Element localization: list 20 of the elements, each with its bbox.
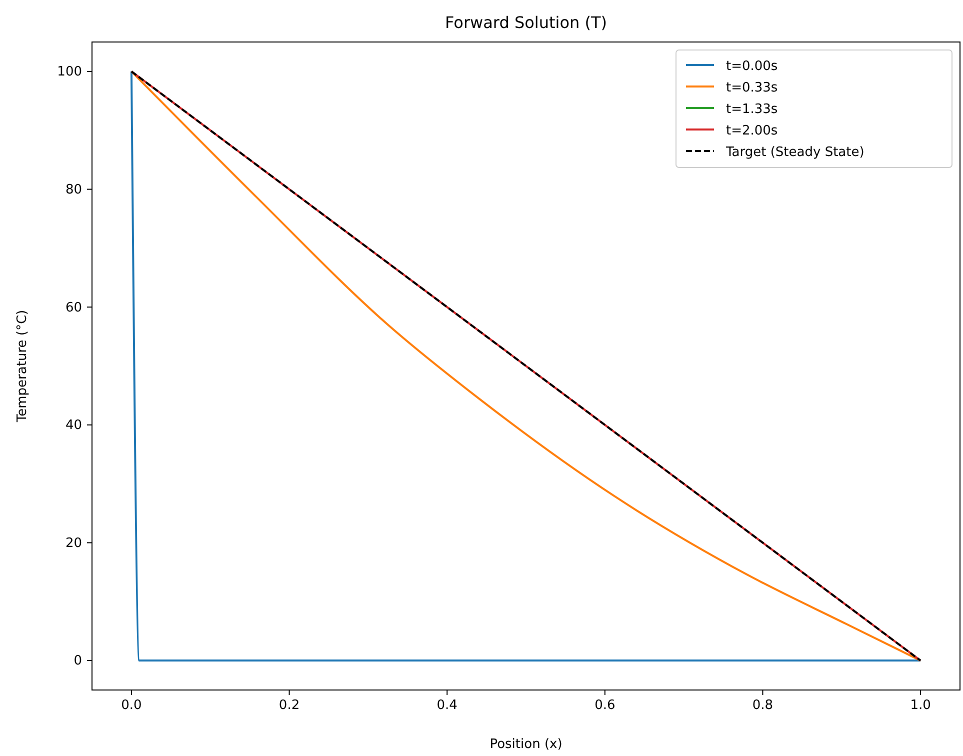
x-axis-title: Position (x) (490, 737, 562, 752)
legend-label: t=1.33s (726, 102, 778, 117)
y-axis-title: Temperature (°C) (15, 310, 30, 424)
x-tick-label: 0.8 (752, 698, 774, 714)
x-tick-label: 0.4 (436, 698, 458, 714)
x-tick-label: 1.0 (910, 698, 931, 714)
legend-label: Target (Steady State) (725, 145, 864, 160)
x-tick-label: 0.6 (594, 698, 616, 714)
legend-label: t=2.00s (726, 124, 778, 138)
y-tick-label: 40 (65, 418, 82, 434)
legend-label: t=0.33s (726, 80, 778, 96)
legend-label: t=0.00s (726, 59, 778, 74)
y-tick-label: 20 (65, 536, 82, 551)
x-tick-label: 0.2 (278, 698, 300, 714)
chart-title: Forward Solution (T) (445, 13, 607, 32)
y-tick-label: 60 (65, 300, 82, 316)
y-tick-label: 80 (65, 182, 82, 198)
y-tick-label: 0 (74, 654, 82, 669)
y-tick-label: 100 (57, 64, 82, 80)
x-tick-label: 0.0 (121, 698, 142, 714)
